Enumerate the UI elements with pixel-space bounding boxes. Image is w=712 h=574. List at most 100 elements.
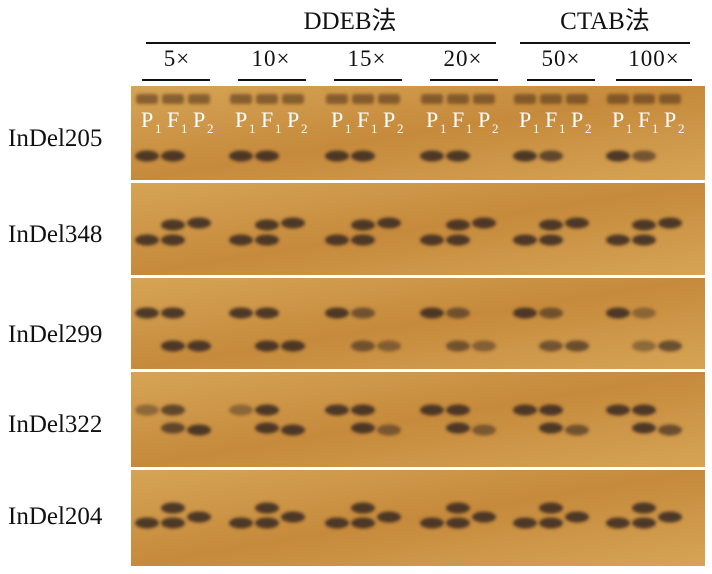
band-indel348-4-2-0 (565, 217, 589, 229)
method-label-ddeb: DDEB法 (303, 8, 397, 35)
band-indel348-3-1-0 (446, 219, 470, 231)
lane-subscript-2-2: 2 (397, 121, 404, 136)
lane-subscript-3-0: 1 (440, 121, 447, 136)
band-indel204-5-0-0 (606, 517, 630, 529)
band-indel204-3-0-0 (420, 517, 444, 529)
lane-subscript-4-1: 1 (559, 121, 566, 136)
band-indel299-4-1-0 (539, 307, 563, 319)
band-indel299-5-0-0 (606, 307, 630, 319)
band-indel348-0-1-0 (161, 219, 185, 231)
well-2-0 (326, 94, 348, 104)
lane-subscript-5-2: 2 (678, 121, 685, 136)
band-indel322-4-2-0 (565, 424, 589, 436)
band-indel299-5-1-0 (632, 307, 656, 319)
method-label-ctab: CTAB法 (560, 8, 650, 35)
band-indel348-1-0-0 (229, 234, 253, 246)
band-indel299-1-1-0 (255, 307, 279, 319)
band-indel299-2-0-0 (325, 307, 349, 319)
band-indel322-0-2-0 (187, 424, 211, 436)
lane-subscript-3-1: 1 (466, 121, 473, 136)
band-indel348-5-1-1 (632, 234, 656, 246)
method-underline-ddeb (146, 42, 496, 44)
band-indel204-0-2-0 (187, 511, 211, 523)
dilution-label-20x: 20× (443, 46, 483, 71)
band-indel204-2-0-0 (325, 517, 349, 529)
dilution-underline-20x (430, 79, 498, 81)
dilution-label-100x: 100× (628, 46, 680, 71)
method-underline-ctab (520, 42, 690, 44)
lane-subscript-1-2: 2 (301, 121, 308, 136)
well-3-1 (447, 94, 469, 104)
band-indel348-0-2-0 (187, 217, 211, 229)
well-4-2 (566, 94, 588, 104)
well-4-1 (540, 94, 562, 104)
band-indel299-1-0-0 (229, 307, 253, 319)
band-indel205-2-1-0 (351, 150, 375, 162)
band-indel204-0-1-0 (161, 502, 185, 514)
lane-label-3-2: P (478, 107, 490, 132)
band-indel348-2-1-0 (351, 219, 375, 231)
band-indel204-4-0-0 (513, 517, 537, 529)
band-indel322-5-0-0 (606, 404, 630, 416)
lane-label-4-0: P (519, 107, 531, 132)
band-indel205-1-0-0 (229, 150, 253, 162)
well-2-2 (378, 94, 400, 104)
well-3-2 (473, 94, 495, 104)
band-indel205-3-1-0 (446, 150, 470, 162)
band-indel299-5-1-1 (632, 340, 656, 352)
lane-subscript-4-0: 1 (533, 121, 540, 136)
lane-subscript-5-1: 1 (652, 121, 659, 136)
band-indel299-2-2-0 (377, 340, 401, 352)
band-indel322-0-1-1 (161, 422, 185, 434)
band-indel348-4-1-0 (539, 219, 563, 231)
band-indel299-0-2-0 (187, 340, 211, 352)
lane-label-2-2: P (383, 107, 395, 132)
band-indel348-4-1-1 (539, 234, 563, 246)
band-indel322-1-1-0 (255, 404, 279, 416)
band-indel204-3-2-0 (472, 511, 496, 523)
band-indel205-4-0-0 (513, 150, 537, 162)
panel-separator-0 (131, 181, 705, 183)
band-indel205-3-0-0 (420, 150, 444, 162)
lane-subscript-0-1: 1 (181, 121, 188, 136)
band-indel348-3-2-0 (472, 217, 496, 229)
band-indel322-1-2-0 (281, 424, 305, 436)
well-1-0 (230, 94, 252, 104)
band-indel299-5-2-0 (658, 340, 682, 352)
band-indel299-0-1-0 (161, 307, 185, 319)
marker-label-indel348: InDel348 (8, 221, 103, 248)
well-1-1 (256, 94, 278, 104)
band-indel348-2-1-1 (351, 234, 375, 246)
band-indel348-4-0-0 (513, 234, 537, 246)
band-indel348-5-0-0 (606, 234, 630, 246)
band-indel205-1-1-0 (255, 150, 279, 162)
marker-label-indel204: InDel204 (8, 503, 103, 530)
band-indel299-2-1-0 (351, 307, 375, 319)
band-indel322-5-2-0 (658, 424, 682, 436)
lane-label-5-2: P (664, 107, 676, 132)
band-indel322-3-2-0 (472, 424, 496, 436)
marker-label-indel205: InDel205 (8, 125, 103, 152)
band-indel299-2-1-1 (351, 340, 375, 352)
band-indel205-5-1-0 (632, 150, 656, 162)
band-indel204-1-2-0 (281, 511, 305, 523)
band-indel299-3-1-1 (446, 340, 470, 352)
band-indel204-4-1-1 (539, 517, 563, 529)
band-indel348-1-2-0 (281, 217, 305, 229)
dilution-underline-5x (142, 79, 210, 81)
band-indel204-2-2-0 (377, 511, 401, 523)
band-indel204-3-1-1 (446, 517, 470, 529)
lane-subscript-2-0: 1 (345, 121, 352, 136)
well-4-0 (514, 94, 536, 104)
dilution-label-10x: 10× (251, 46, 291, 71)
lane-label-3-0: P (426, 107, 438, 132)
band-indel205-0-0-0 (135, 150, 159, 162)
lane-subscript-5-0: 1 (626, 121, 633, 136)
band-indel299-3-0-0 (420, 307, 444, 319)
gel-panel-indel348 (131, 183, 705, 275)
lane-label-1-1: F (261, 107, 273, 132)
dilution-underline-50x (527, 79, 595, 81)
band-indel322-1-1-1 (255, 422, 279, 434)
band-indel322-2-1-1 (351, 422, 375, 434)
